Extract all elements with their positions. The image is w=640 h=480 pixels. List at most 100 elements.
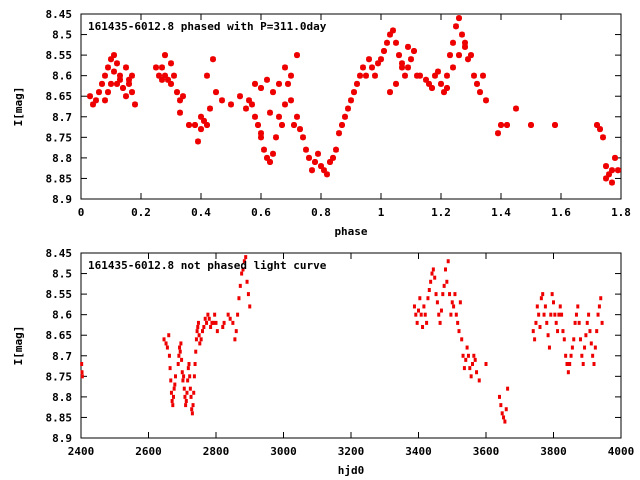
data-point: [201, 329, 204, 334]
data-point: [245, 279, 249, 284]
data-point: [184, 403, 188, 408]
data-point: [464, 357, 468, 362]
data-point: [171, 394, 175, 399]
data-point: [589, 341, 593, 346]
phased-x-tick-label: 1.2: [431, 206, 451, 219]
data-point: [415, 320, 419, 325]
data-point: [111, 52, 117, 59]
unphased-y-tick-label: 8.7: [52, 350, 72, 363]
data-point: [384, 39, 390, 46]
data-point: [459, 31, 465, 38]
data-point: [172, 386, 176, 391]
data-point: [570, 345, 574, 350]
data-point: [213, 312, 217, 317]
data-point: [588, 329, 592, 334]
data-point: [565, 362, 569, 366]
data-point: [186, 366, 190, 371]
data-point: [461, 353, 465, 358]
data-point: [348, 97, 354, 104]
data-point: [153, 64, 159, 71]
data-point: [267, 109, 273, 116]
data-point: [583, 345, 587, 350]
data-point: [609, 167, 615, 174]
data-point: [186, 122, 192, 128]
data-point: [333, 146, 339, 153]
phased-y-tick-label: 8.45: [46, 8, 73, 21]
data-point: [114, 80, 120, 87]
data-point: [198, 341, 202, 346]
data-point: [102, 72, 108, 79]
phased-x-tick-label: 0.2: [131, 206, 151, 219]
data-point: [164, 341, 168, 346]
data-point: [421, 325, 425, 329]
data-point: [444, 72, 450, 79]
data-point: [429, 279, 433, 284]
data-point: [177, 109, 183, 116]
data-point: [425, 320, 429, 325]
data-point: [405, 64, 411, 71]
phased-y-axis-label: I[mag]: [12, 87, 25, 127]
data-point: [180, 370, 184, 375]
data-point: [460, 337, 464, 342]
data-point: [562, 337, 566, 342]
data-point: [445, 279, 449, 284]
phased-chart-title: 161435-6012.8 phased with P=311.0day: [88, 20, 327, 33]
data-point: [591, 353, 595, 358]
data-point: [237, 296, 241, 301]
data-point: [381, 48, 387, 54]
data-point: [431, 267, 435, 272]
data-point: [276, 113, 282, 120]
unphased-x-tick-label: 4000: [608, 445, 635, 458]
data-point: [306, 154, 312, 161]
unphased-y-tick-label: 8.6: [52, 309, 72, 322]
data-point: [168, 366, 172, 371]
unphased-plot-frame: [80, 252, 622, 439]
data-point: [170, 399, 174, 403]
data-point: [194, 337, 198, 342]
data-point: [185, 390, 189, 395]
data-point: [342, 113, 348, 120]
data-point: [105, 64, 111, 71]
data-point: [177, 353, 181, 358]
data-point: [288, 97, 294, 104]
data-point: [221, 325, 225, 329]
data-point: [484, 362, 488, 366]
phased-x-tick-label: 0.6: [251, 206, 271, 219]
data-point: [541, 292, 545, 297]
data-point: [427, 288, 431, 292]
data-point: [187, 362, 191, 366]
unphased-y-tick-label: 8.75: [46, 370, 73, 383]
data-point: [456, 320, 460, 325]
phased-chart: 0 0.2 0.4 0.6 0.8 1 1.2 1.4 1.6 1.8 8.45 8.5 8.55 8.6…: [12, 8, 631, 238]
data-point: [593, 345, 597, 350]
data-point: [500, 411, 504, 416]
data-point: [228, 101, 234, 108]
data-point: [243, 105, 249, 112]
data-point: [468, 52, 474, 59]
data-point: [442, 283, 446, 288]
phased-y-tick-label: 8.65: [46, 90, 73, 103]
data-point: [556, 329, 560, 334]
data-point: [600, 134, 606, 141]
data-point: [499, 403, 503, 408]
data-point: [444, 85, 450, 91]
unphased-y-tick-label: 8.55: [46, 288, 73, 301]
data-point: [354, 80, 360, 87]
data-point: [573, 320, 577, 325]
data-point: [303, 146, 309, 153]
data-point: [309, 167, 315, 174]
data-point: [576, 304, 580, 309]
data-point: [192, 122, 198, 128]
data-point: [378, 56, 384, 63]
data-point: [545, 320, 549, 325]
data-point: [209, 325, 213, 329]
data-point: [466, 353, 470, 358]
data-point: [294, 113, 300, 120]
phased-y-tick-label: 8.5: [52, 29, 72, 42]
data-point: [351, 89, 357, 96]
phased-y-tick-label: 8.55: [46, 49, 73, 62]
unphased-y-tick-label: 8.5: [52, 268, 72, 281]
data-point: [538, 325, 542, 329]
data-point: [96, 89, 102, 96]
data-point: [560, 312, 564, 317]
